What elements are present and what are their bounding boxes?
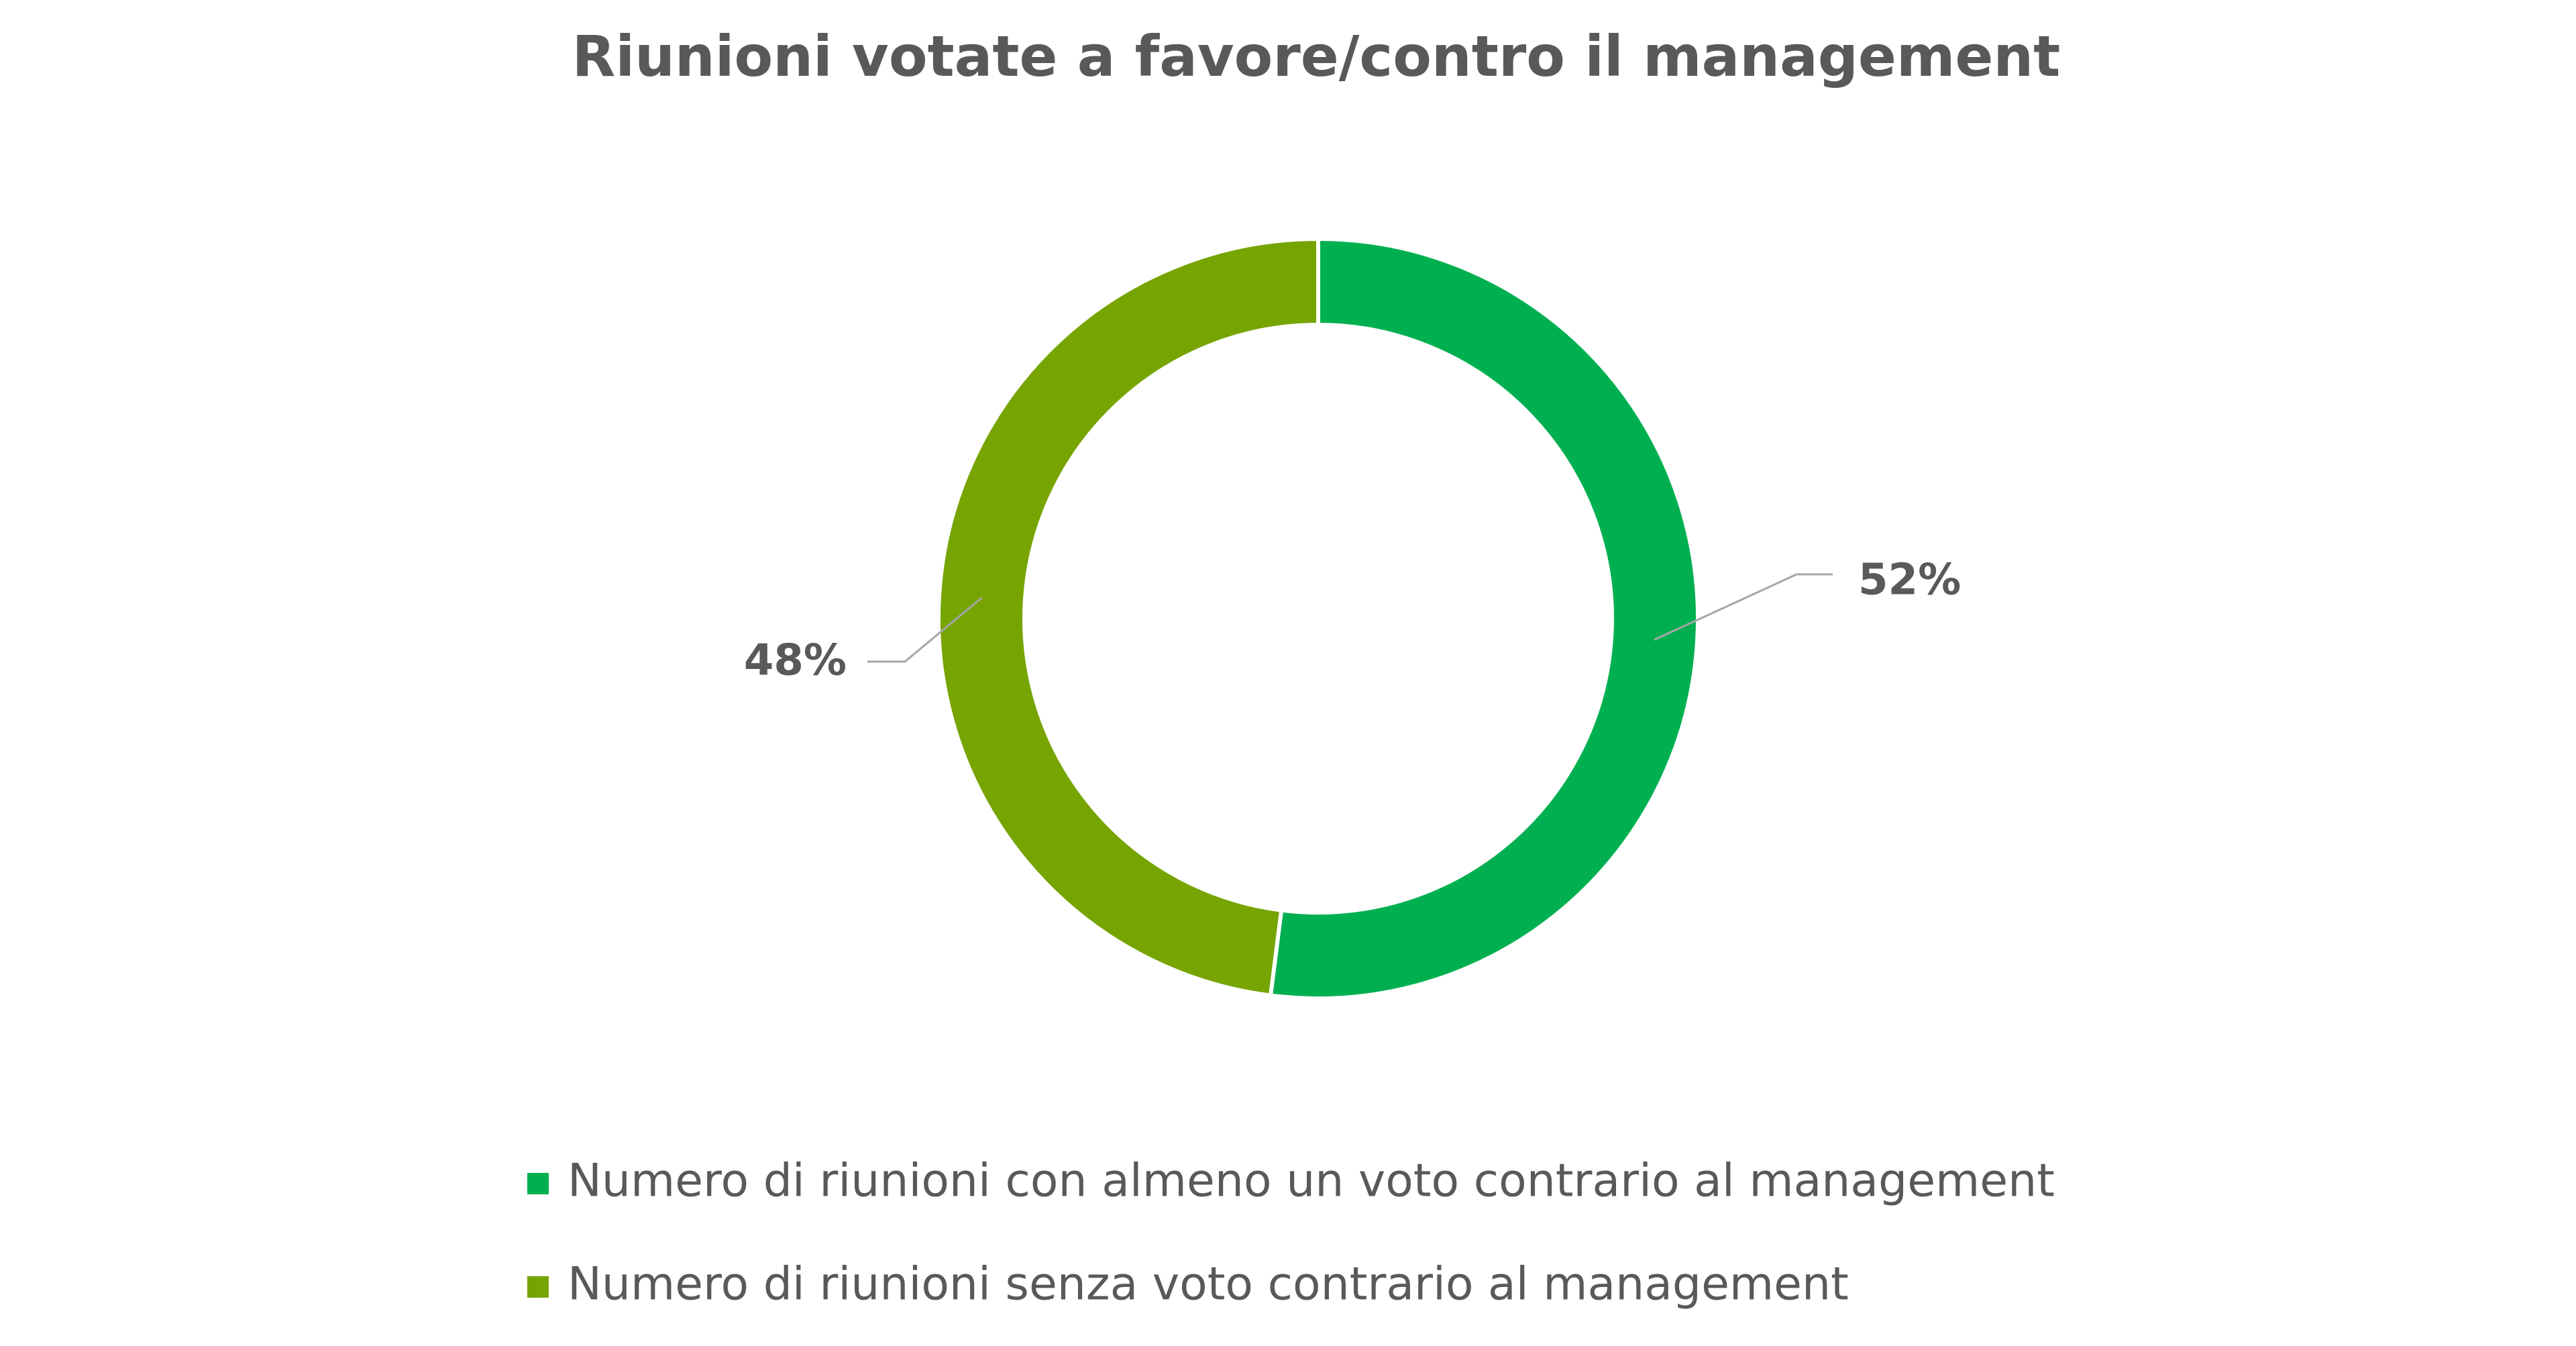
data-label: 52% bbox=[1858, 556, 1961, 605]
chart-title: Riunioni votate a favore/contro il manag… bbox=[572, 23, 2061, 89]
legend-marker bbox=[527, 1276, 549, 1298]
legend-label: Numero di riunioni senza voto contrario … bbox=[568, 1258, 1849, 1311]
donut-slice bbox=[936, 236, 1320, 998]
data-label: 48% bbox=[744, 636, 847, 686]
donut-slice bbox=[1268, 236, 1700, 1000]
legend-marker bbox=[527, 1173, 549, 1194]
legend-label: Numero di riunioni con almeno un voto co… bbox=[568, 1155, 2055, 1208]
leader-line bbox=[1654, 573, 1833, 641]
leader-line bbox=[867, 597, 983, 663]
